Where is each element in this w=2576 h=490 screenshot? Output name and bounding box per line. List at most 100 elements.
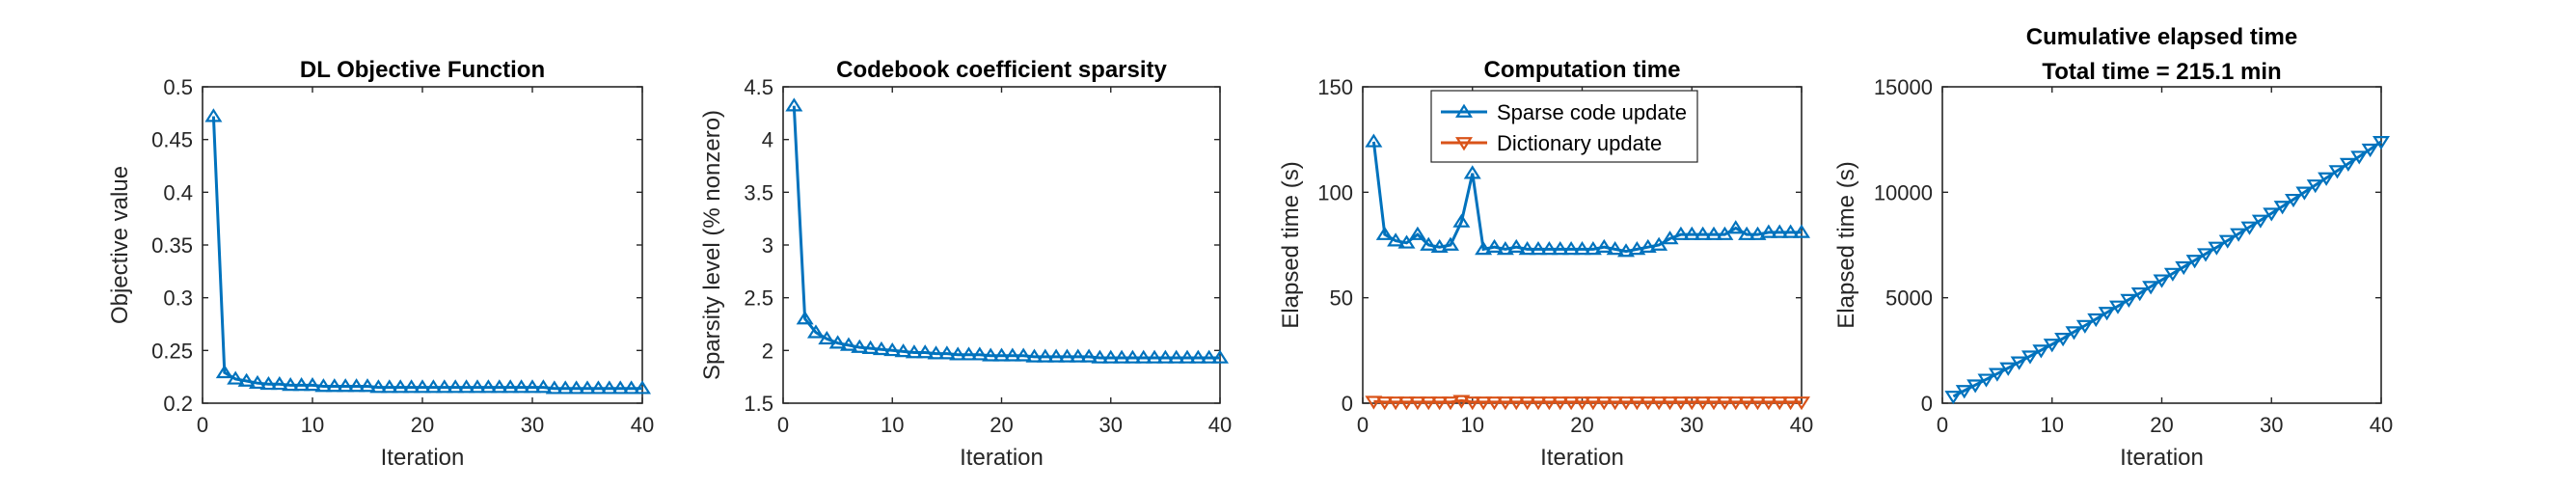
data-point [545, 380, 563, 395]
data-point [1496, 241, 1514, 256]
data-point [325, 378, 343, 393]
data-point [457, 379, 475, 394]
data-point [1999, 362, 2018, 376]
x-tick-label: 30 [1099, 413, 1123, 437]
data-point [1573, 241, 1591, 256]
data-point [1452, 213, 1471, 228]
data-point [1966, 379, 1985, 394]
data-point [1441, 236, 1460, 251]
data-point [369, 379, 388, 394]
data-point [259, 375, 278, 391]
data-point [1628, 241, 1646, 256]
x-tick-label: 40 [2370, 413, 2393, 437]
data-point [1003, 347, 1021, 362]
plot-area-border [1941, 86, 2382, 404]
data-point [1562, 396, 1581, 411]
data-point [1485, 396, 1504, 411]
data-point [282, 377, 300, 392]
chart-4: 0 10 20 30 40 0 5000 10000 15000 Iteration Elapsed… [1833, 24, 2393, 471]
data-point [1496, 396, 1514, 411]
charts-root: 0 10 20 30 400.20.250.30.350.40.450.5Iterati… [107, 24, 2393, 471]
x-tick-label: 10 [301, 413, 324, 437]
data-point [1387, 232, 1405, 247]
y-tick-label: 1.5 [744, 392, 773, 416]
data-point [1988, 368, 2006, 382]
data-point [567, 380, 585, 395]
y-axis-title: Elapsed time (s) [1278, 161, 1304, 328]
data-point [1955, 385, 1973, 399]
data-point [1540, 241, 1559, 256]
data-point [1749, 396, 1767, 411]
x-tick-label: 40 [1208, 413, 1232, 437]
data-point [2032, 344, 2050, 359]
x-tick-label: 30 [1680, 413, 1703, 437]
data-point [435, 379, 453, 394]
y-tick-label: 4 [762, 128, 773, 152]
data-point [1518, 396, 1536, 411]
data-point [1759, 224, 1777, 238]
data-point [861, 340, 880, 354]
y-tick-label: 0.2 [163, 392, 193, 416]
data-point [1365, 395, 1383, 410]
data-point [1200, 349, 1218, 364]
data-point [1606, 241, 1624, 256]
data-point [2054, 333, 2073, 347]
data-point [1101, 349, 1120, 364]
x-tick-label: 20 [2150, 413, 2173, 437]
data-point [2043, 339, 2061, 353]
data-point [1562, 241, 1581, 256]
y-tick-label: 0.4 [163, 180, 193, 204]
data-point [2010, 356, 2028, 370]
data-point [468, 379, 487, 394]
data-point [828, 335, 847, 349]
data-point [1475, 396, 1493, 411]
data-point [578, 380, 597, 395]
y-tick-label: 2 [762, 339, 773, 363]
data-point [1606, 396, 1624, 411]
data-point [2175, 260, 2193, 276]
data-point [1595, 396, 1613, 411]
data-point [992, 347, 1011, 362]
data-point [2230, 228, 2248, 242]
data-point [1781, 224, 1800, 238]
x-axis-title: Iteration [2120, 445, 2204, 471]
data-point [611, 380, 630, 395]
data-point [2130, 287, 2149, 302]
data-point [1397, 396, 1416, 411]
data-point [1716, 396, 1734, 411]
data-point [960, 346, 978, 361]
data-point [2372, 136, 2391, 150]
legend-item-2: Dictionary update [1441, 131, 1662, 155]
legend-marker [1454, 103, 1474, 118]
y-tick-label: 0.45 [151, 128, 193, 152]
plot-area-border [202, 86, 643, 404]
data-point [1683, 396, 1701, 411]
y-tick-label: 0 [1921, 392, 1933, 416]
data-point [1639, 238, 1657, 254]
data-point [806, 324, 825, 339]
chart-2: 0 10 20 30 40 1.5 2 2.5 3 3.5 4 4.5 Iteration Sparsit… [699, 57, 1232, 471]
series-line [792, 105, 1220, 360]
data-point [883, 341, 902, 357]
data-point [2153, 274, 2171, 288]
data-point [358, 378, 377, 393]
data-point [1540, 396, 1559, 411]
chart-title: DL Objective Function [300, 57, 545, 83]
data-point [1639, 396, 1657, 411]
data-point [347, 378, 366, 393]
x-tick-label: 0 [197, 413, 208, 437]
data-point [2339, 157, 2357, 172]
data-point [1036, 348, 1054, 363]
data-point [1430, 396, 1449, 411]
series-line [1373, 398, 1802, 404]
y-tick-label: 0.25 [151, 339, 193, 363]
data-point [556, 380, 575, 395]
data-point [916, 344, 935, 359]
data-point [413, 379, 432, 394]
data-point [2328, 165, 2346, 179]
data-point [1726, 396, 1745, 411]
data-point [1792, 224, 1811, 238]
data-point [2098, 307, 2116, 321]
y-tick-label: 15000 [1874, 75, 1933, 99]
data-point [523, 379, 542, 394]
